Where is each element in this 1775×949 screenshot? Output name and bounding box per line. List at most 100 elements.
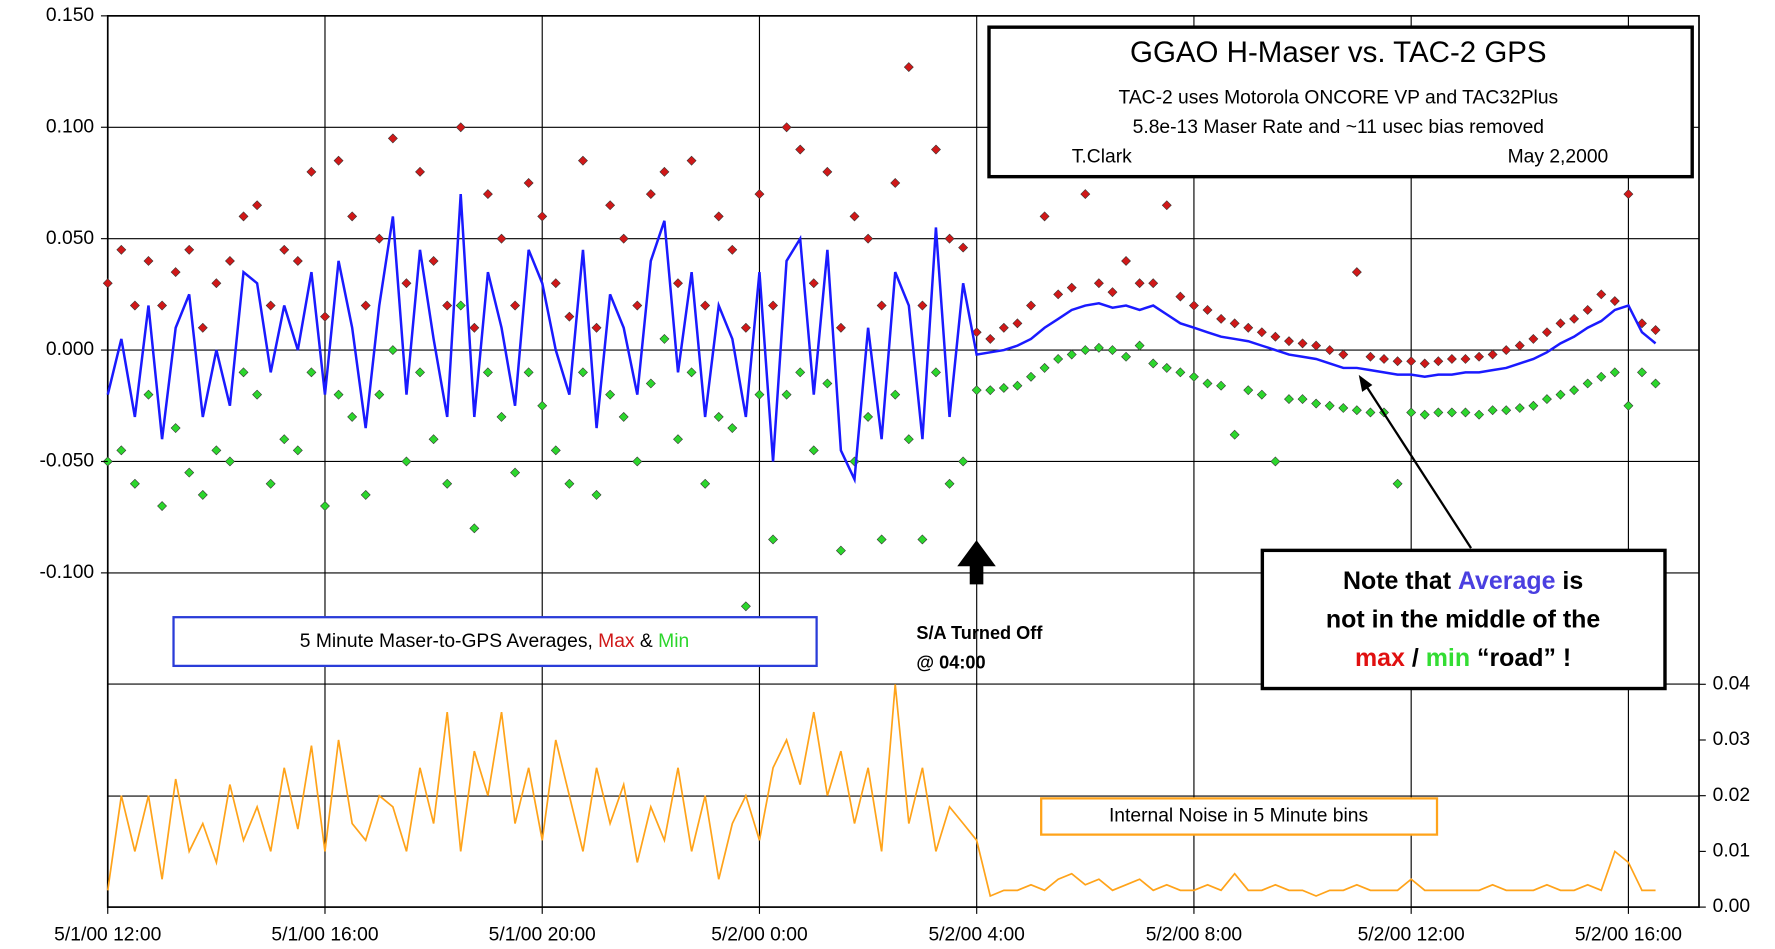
marker (1433, 356, 1444, 367)
marker (1284, 394, 1294, 405)
marker (754, 389, 765, 400)
marker (1121, 256, 1131, 266)
marker (415, 166, 425, 177)
marker (170, 423, 181, 433)
marker (1365, 407, 1376, 418)
note-text: is (1555, 567, 1583, 595)
marker (238, 211, 249, 222)
marker (971, 327, 982, 338)
marker (1351, 405, 1362, 416)
marker (225, 456, 235, 467)
marker (333, 155, 344, 166)
marker (469, 322, 480, 333)
note-text: Average (1458, 567, 1556, 595)
y-tick-label: -0.100 (40, 562, 95, 583)
marker (1297, 338, 1308, 349)
x-tick-label: 5/2/00 16:00 (1575, 925, 1682, 946)
marker (197, 489, 208, 500)
marker (238, 367, 249, 378)
marker (727, 244, 738, 255)
marker (768, 300, 778, 311)
marker (442, 478, 453, 489)
subtitle: TAC-2 uses Motorola ONCORE VP and TAC32P… (1118, 88, 1558, 109)
marker (835, 322, 846, 333)
marker (958, 456, 969, 467)
marker (496, 411, 507, 422)
marker (1297, 394, 1308, 405)
marker (1311, 340, 1322, 351)
marker (1392, 356, 1403, 367)
marker (1188, 300, 1199, 311)
marker (985, 334, 996, 344)
marker (578, 155, 588, 166)
marker (1107, 345, 1118, 356)
marker (673, 278, 683, 289)
date: May 2,2000 (1508, 147, 1609, 168)
marker (1256, 389, 1267, 400)
marker (1175, 367, 1186, 378)
marker (225, 256, 235, 266)
marker (442, 300, 453, 311)
marker (157, 501, 167, 511)
marker (768, 534, 778, 545)
marker (1528, 334, 1539, 344)
marker (1053, 354, 1064, 364)
sa-arrow (957, 540, 996, 585)
marker (1351, 267, 1362, 278)
marker (1053, 289, 1064, 300)
y-tick-label: 0.150 (46, 5, 94, 26)
marker (808, 445, 819, 456)
marker (890, 389, 901, 400)
marker (1569, 313, 1580, 324)
marker (1379, 354, 1389, 364)
marker (1419, 409, 1430, 420)
marker (1161, 362, 1172, 373)
marker (1460, 354, 1471, 364)
marker (197, 322, 208, 333)
y2-tick-label: 0.02 (1713, 785, 1750, 806)
marker (170, 267, 181, 278)
marker (1121, 351, 1131, 362)
marker (1487, 405, 1498, 416)
marker (1324, 345, 1335, 356)
marker (1460, 407, 1471, 418)
note-line: max / min “road” ! (1355, 644, 1571, 672)
marker (1243, 322, 1254, 333)
grid (107, 15, 1700, 908)
marker (673, 434, 683, 445)
marker (1202, 305, 1213, 315)
marker (510, 300, 521, 311)
marker (1284, 336, 1294, 347)
marker (727, 423, 738, 433)
marker (1555, 389, 1566, 400)
marker (795, 144, 806, 155)
marker (1338, 403, 1349, 413)
marker (510, 467, 521, 478)
marker (781, 122, 792, 133)
marker (401, 278, 412, 289)
marker (618, 233, 629, 244)
marker (455, 300, 466, 311)
note-text: max (1355, 644, 1405, 672)
marker (686, 367, 697, 378)
note-text: not in the middle of the (1326, 605, 1600, 633)
marker (1501, 405, 1512, 416)
legend-joiner: , (587, 631, 598, 652)
subtitle: 5.8e-13 Maser Rate and ~11 usec bias rem… (1133, 117, 1544, 138)
marker (537, 400, 548, 411)
marker (1474, 409, 1484, 420)
title-box (987, 25, 1694, 179)
marker (1406, 407, 1417, 418)
marker (1623, 400, 1634, 411)
marker (387, 133, 398, 144)
marker (523, 178, 534, 188)
note-text: Note that (1343, 567, 1458, 595)
marker (1609, 296, 1620, 306)
y-tick-label: 0.000 (46, 339, 94, 360)
y-tick-label: 0.050 (46, 228, 94, 249)
marker (1555, 318, 1566, 329)
marker (1012, 380, 1023, 391)
y2-tick-label: 0.03 (1713, 729, 1750, 750)
note-text: / (1405, 644, 1426, 672)
y2-tick-label: 0.04 (1713, 673, 1751, 694)
